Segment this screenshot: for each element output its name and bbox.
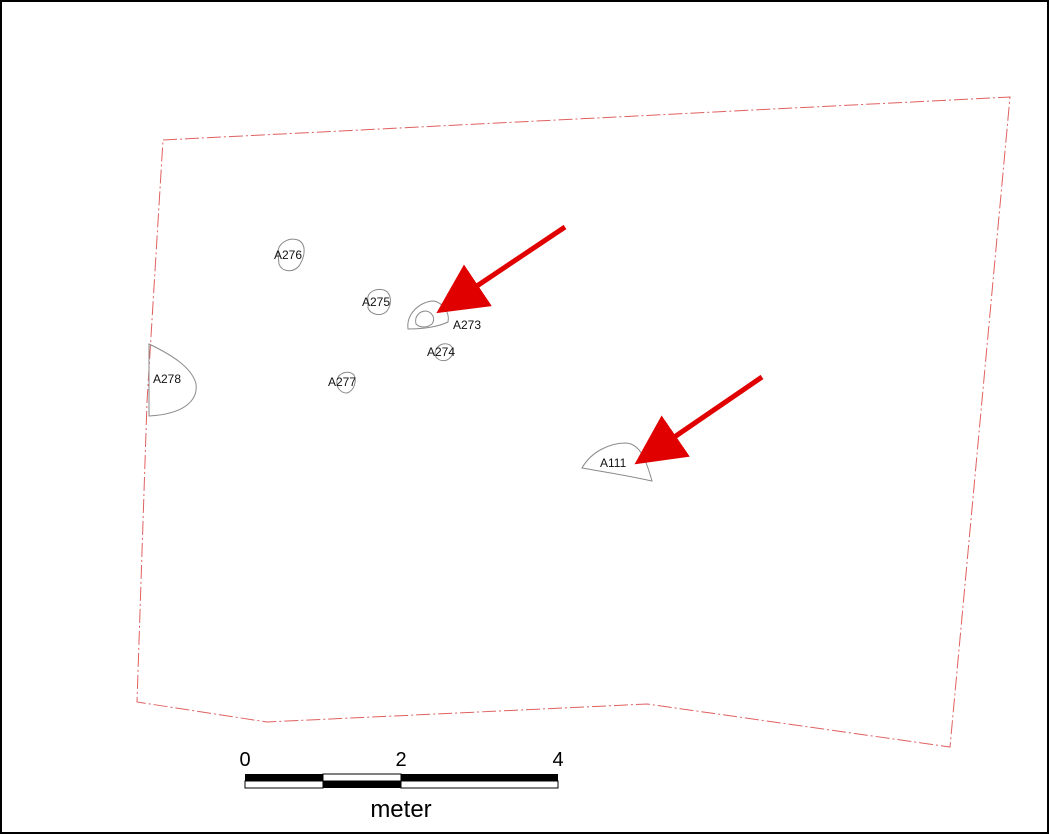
feature-a277-outline: [336, 371, 356, 394]
scale-bar-segment-3-top: [401, 774, 558, 781]
feature-a275-outline: [367, 289, 391, 316]
annotation-arrow-a111: [634, 374, 764, 465]
feature-a111: A111: [581, 442, 653, 482]
feature-a278-outline: [148, 343, 197, 417]
feature-a273-label: A273: [453, 318, 481, 332]
scale-unit-label: meter: [370, 796, 431, 823]
scale-bar: 0 2 4 meter: [239, 749, 563, 823]
annotation-arrow-a273: [436, 224, 567, 314]
scale-tick-0: 0: [239, 749, 250, 771]
feature-a274-outline: [434, 343, 454, 362]
feature-a275-label: A275: [362, 295, 390, 309]
scale-bar-segment-1-bottom: [244, 780, 324, 789]
feature-a278: A278: [148, 343, 197, 417]
excavation-boundary: [136, 96, 1011, 748]
feature-a274-label: A274: [427, 345, 455, 359]
feature-a276-label: A276: [274, 248, 302, 262]
scale-bar-segment-2-bottom: [323, 781, 401, 788]
feature-a273-outline: [407, 300, 449, 330]
feature-a273-inner-outline: [415, 310, 435, 328]
feature-a273: A273: [407, 300, 481, 332]
feature-a278-label: A278: [153, 372, 181, 386]
feature-a274: A274: [427, 343, 455, 362]
arrow-icon: [634, 374, 764, 465]
scale-bar-segment-2-top: [322, 773, 402, 782]
feature-a111-label: A111: [600, 456, 627, 470]
feature-a277-label: A277: [328, 375, 356, 389]
arrow-icon: [436, 224, 567, 314]
scale-bar-segment-3-bottom: [400, 780, 559, 789]
scale-tick-2: 2: [395, 749, 406, 771]
feature-a276-outline: [277, 238, 305, 272]
scale-tick-4: 4: [552, 749, 563, 771]
feature-a276: A276: [274, 238, 305, 272]
feature-a277: A277: [328, 371, 356, 394]
feature-a275: A275: [362, 289, 391, 316]
scale-bar-segment-1-top: [245, 774, 323, 781]
